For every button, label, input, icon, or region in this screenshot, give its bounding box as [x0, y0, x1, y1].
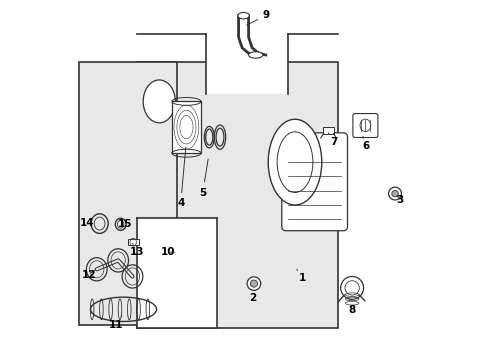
- Circle shape: [247, 277, 261, 291]
- Circle shape: [392, 190, 398, 197]
- Text: 8: 8: [348, 299, 356, 315]
- Text: 14: 14: [80, 218, 95, 228]
- Circle shape: [250, 280, 258, 287]
- Text: 5: 5: [199, 159, 208, 198]
- Text: 15: 15: [118, 219, 133, 229]
- Circle shape: [389, 187, 401, 200]
- Text: 3: 3: [397, 195, 404, 204]
- Bar: [172, 102, 201, 153]
- Ellipse shape: [143, 80, 175, 123]
- Bar: [128, 239, 139, 245]
- Ellipse shape: [268, 119, 322, 205]
- FancyBboxPatch shape: [282, 133, 347, 231]
- Bar: [323, 127, 334, 134]
- Text: 2: 2: [249, 290, 257, 303]
- Text: 9: 9: [247, 10, 270, 25]
- Text: 4: 4: [177, 147, 186, 208]
- FancyBboxPatch shape: [79, 62, 177, 325]
- Ellipse shape: [238, 13, 249, 19]
- Text: 11: 11: [109, 316, 123, 330]
- Text: 7: 7: [328, 133, 338, 148]
- Text: 12: 12: [82, 270, 96, 280]
- Text: 1: 1: [297, 269, 306, 283]
- FancyBboxPatch shape: [353, 113, 378, 138]
- Text: 10: 10: [161, 247, 175, 257]
- Text: 13: 13: [130, 243, 145, 257]
- FancyBboxPatch shape: [137, 217, 218, 328]
- FancyBboxPatch shape: [137, 62, 338, 328]
- FancyBboxPatch shape: [206, 33, 288, 94]
- Ellipse shape: [248, 52, 263, 58]
- Text: 6: 6: [363, 136, 370, 151]
- Circle shape: [341, 276, 364, 299]
